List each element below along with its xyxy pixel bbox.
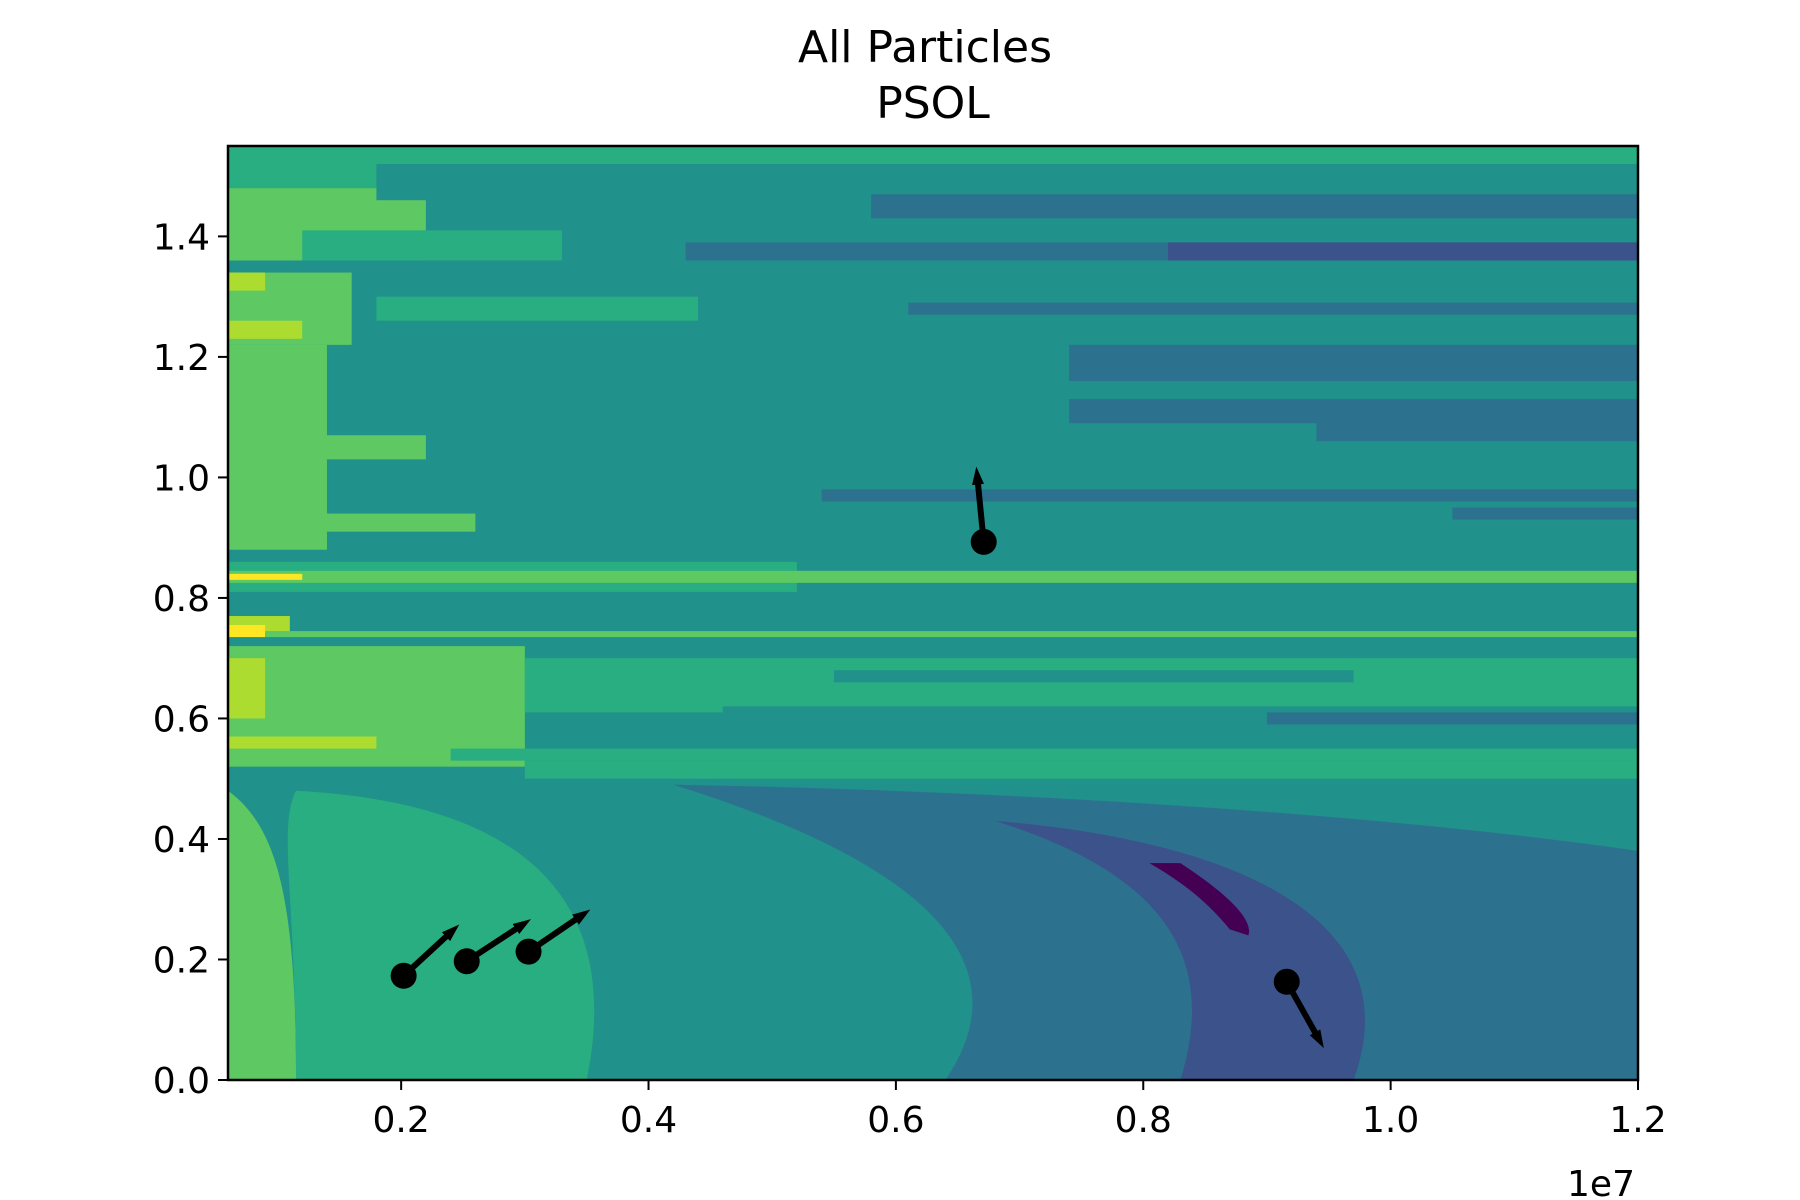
contour-band-24 — [228, 570, 1638, 583]
x-tick-label-1: 0.4 — [620, 1100, 677, 1141]
contour-band-5 — [228, 320, 303, 339]
contour-band-10 — [1168, 242, 1638, 261]
y-tick-label-7: 1.4 — [153, 217, 210, 258]
contour-band-3 — [376, 296, 698, 321]
x-tick-label-2: 0.6 — [867, 1100, 924, 1141]
x-offset-label: 1e7 — [1567, 1164, 1635, 1200]
contour-band-4 — [302, 230, 562, 261]
particle-marker-1 — [453, 948, 480, 975]
x-tick-label-0: 0.2 — [373, 1100, 430, 1141]
contour-band-29 — [265, 631, 1638, 638]
chart-title-line-2: PSOL — [876, 78, 990, 129]
particle-velocity-arrow-0 — [401, 924, 460, 978]
particle-marker-3 — [970, 528, 997, 555]
contour-band-32 — [228, 736, 377, 749]
contour-band-19 — [1452, 507, 1638, 520]
y-tick-label-5: 1.0 — [153, 458, 210, 499]
contour-band-34 — [834, 670, 1354, 683]
chart-title-line-1: All Particles — [798, 22, 1052, 73]
particle-velocity-arrow-2 — [526, 909, 591, 955]
particle-marker-4 — [1273, 968, 1300, 995]
contour-band-28 — [228, 625, 266, 638]
particle-velocity-arrow-1 — [465, 919, 532, 964]
contour-band-17 — [1316, 423, 1638, 442]
contour-band-37 — [450, 748, 1638, 761]
contour-lobe-light-green — [228, 790, 297, 1080]
contour-lobe-purple — [1149, 863, 1250, 936]
particle-velocity-arrow-3 — [972, 466, 987, 543]
contour-band-8 — [871, 194, 1638, 219]
contour-band-31 — [228, 658, 266, 719]
contour-lobe-blue — [994, 820, 1366, 1080]
contour-band-11 — [908, 302, 1638, 315]
contour-band-25 — [228, 573, 303, 580]
x-tick-label-4: 1.0 — [1362, 1100, 1419, 1141]
plot-frame — [226, 144, 1640, 1082]
particle-velocity-arrow-4 — [1284, 980, 1324, 1049]
particle-quivers — [390, 466, 1324, 1049]
contour-band-36 — [1266, 712, 1638, 725]
particle-marker-0 — [390, 962, 417, 989]
y-axis: 0.0 0.2 0.4 0.6 0.8 1.0 1.2 1.4 — [153, 217, 228, 1102]
contour-band-22 — [302, 513, 476, 532]
contour-band-33 — [524, 658, 1638, 713]
y-tick-label-4: 0.8 — [153, 579, 210, 620]
contour-band-13 — [1069, 344, 1638, 382]
contour-band-15 — [1069, 399, 1638, 424]
y-tick-label-1: 0.2 — [153, 940, 210, 981]
y-tick-label-2: 0.4 — [153, 820, 210, 861]
y-tick-label-3: 0.6 — [153, 699, 210, 740]
y-tick-label-6: 1.2 — [153, 338, 210, 379]
contour-band-21 — [277, 435, 426, 460]
contour-lobe-green — [287, 790, 595, 1080]
x-tick-label-5: 1.2 — [1609, 1100, 1666, 1141]
contour-fill-regions — [228, 146, 1638, 1080]
particle-marker-2 — [515, 938, 542, 965]
y-tick-label-0: 0.0 — [153, 1061, 210, 1102]
contour-lobe-dark-teal — [673, 784, 1638, 1080]
contour-band-6 — [228, 272, 266, 291]
contour-band-18 — [821, 489, 1638, 502]
contour-band-16 — [970, 453, 1638, 478]
x-axis: 0.2 0.4 0.6 0.8 1.0 1.2 — [373, 1080, 1667, 1141]
x-tick-label-3: 0.8 — [1115, 1100, 1172, 1141]
contour-band-38 — [524, 760, 1638, 779]
